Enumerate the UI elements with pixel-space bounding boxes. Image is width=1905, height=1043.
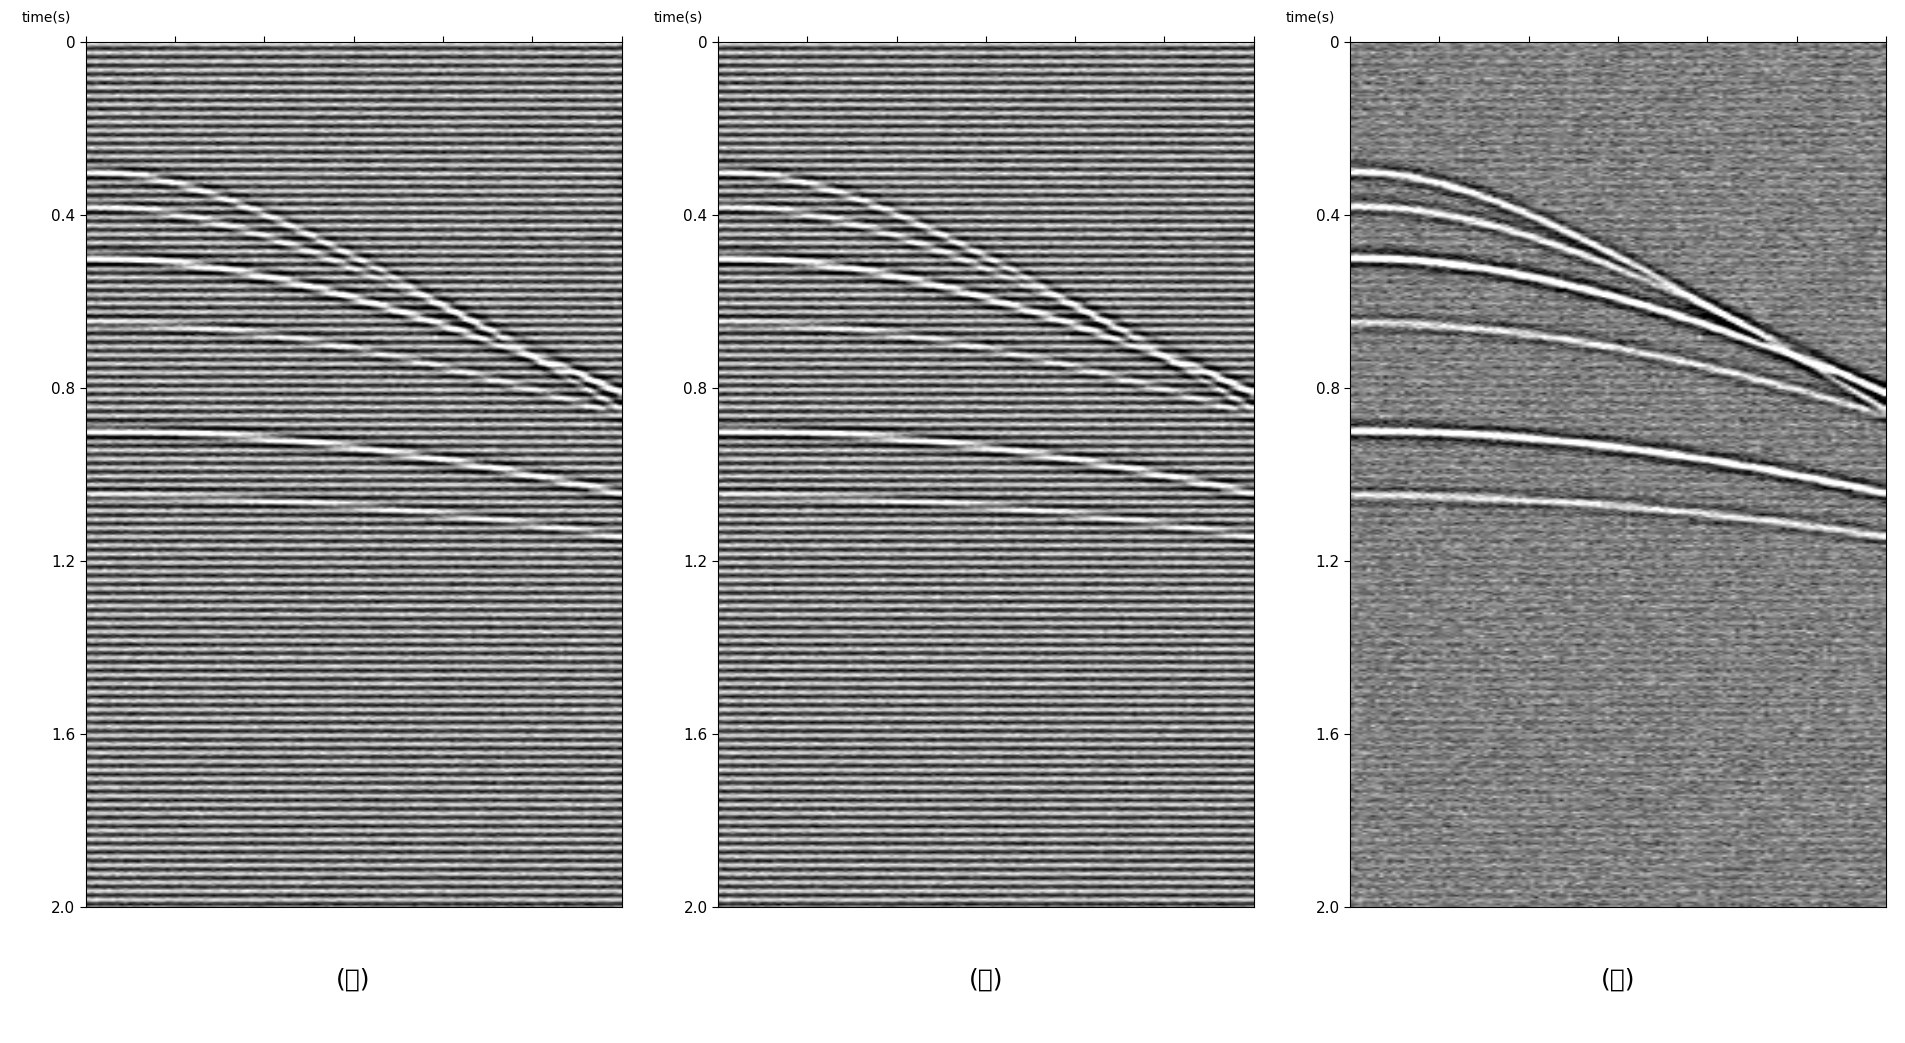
Text: (中): (中) [968, 968, 1004, 992]
Text: (左): (左) [337, 968, 371, 992]
Text: time(s): time(s) [1286, 10, 1335, 24]
Text: time(s): time(s) [653, 10, 703, 24]
Text: time(s): time(s) [21, 10, 70, 24]
Text: (右): (右) [1600, 968, 1634, 992]
